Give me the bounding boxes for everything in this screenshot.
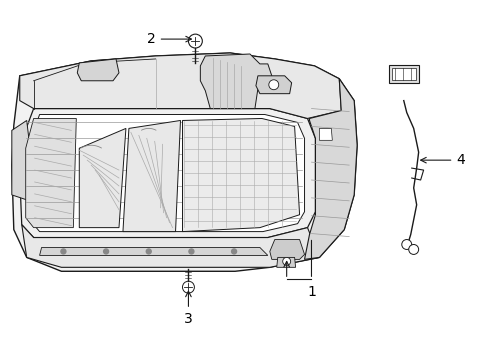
Circle shape [269,80,279,90]
Circle shape [189,249,194,254]
Circle shape [402,239,412,249]
Polygon shape [305,79,357,260]
Polygon shape [12,121,30,200]
Circle shape [182,281,195,293]
Polygon shape [12,53,357,271]
Polygon shape [277,257,295,267]
Polygon shape [200,54,272,109]
Text: 4: 4 [421,153,465,167]
Circle shape [283,257,291,265]
Polygon shape [22,225,319,267]
Circle shape [103,249,109,254]
Text: 2: 2 [147,32,192,46]
Polygon shape [20,109,316,238]
Text: 3: 3 [184,291,193,326]
FancyBboxPatch shape [389,65,418,83]
Circle shape [232,249,237,254]
Polygon shape [40,247,268,255]
Polygon shape [123,121,180,231]
Polygon shape [77,59,119,81]
Polygon shape [256,76,292,94]
FancyBboxPatch shape [392,68,416,80]
Polygon shape [20,53,341,118]
Circle shape [189,34,202,48]
Polygon shape [182,118,299,231]
Polygon shape [270,239,305,260]
Polygon shape [28,114,305,231]
Polygon shape [319,129,332,140]
Circle shape [61,249,66,254]
Polygon shape [79,129,126,228]
Text: 1: 1 [307,285,316,299]
Circle shape [147,249,151,254]
Circle shape [409,244,418,255]
Polygon shape [25,118,76,228]
